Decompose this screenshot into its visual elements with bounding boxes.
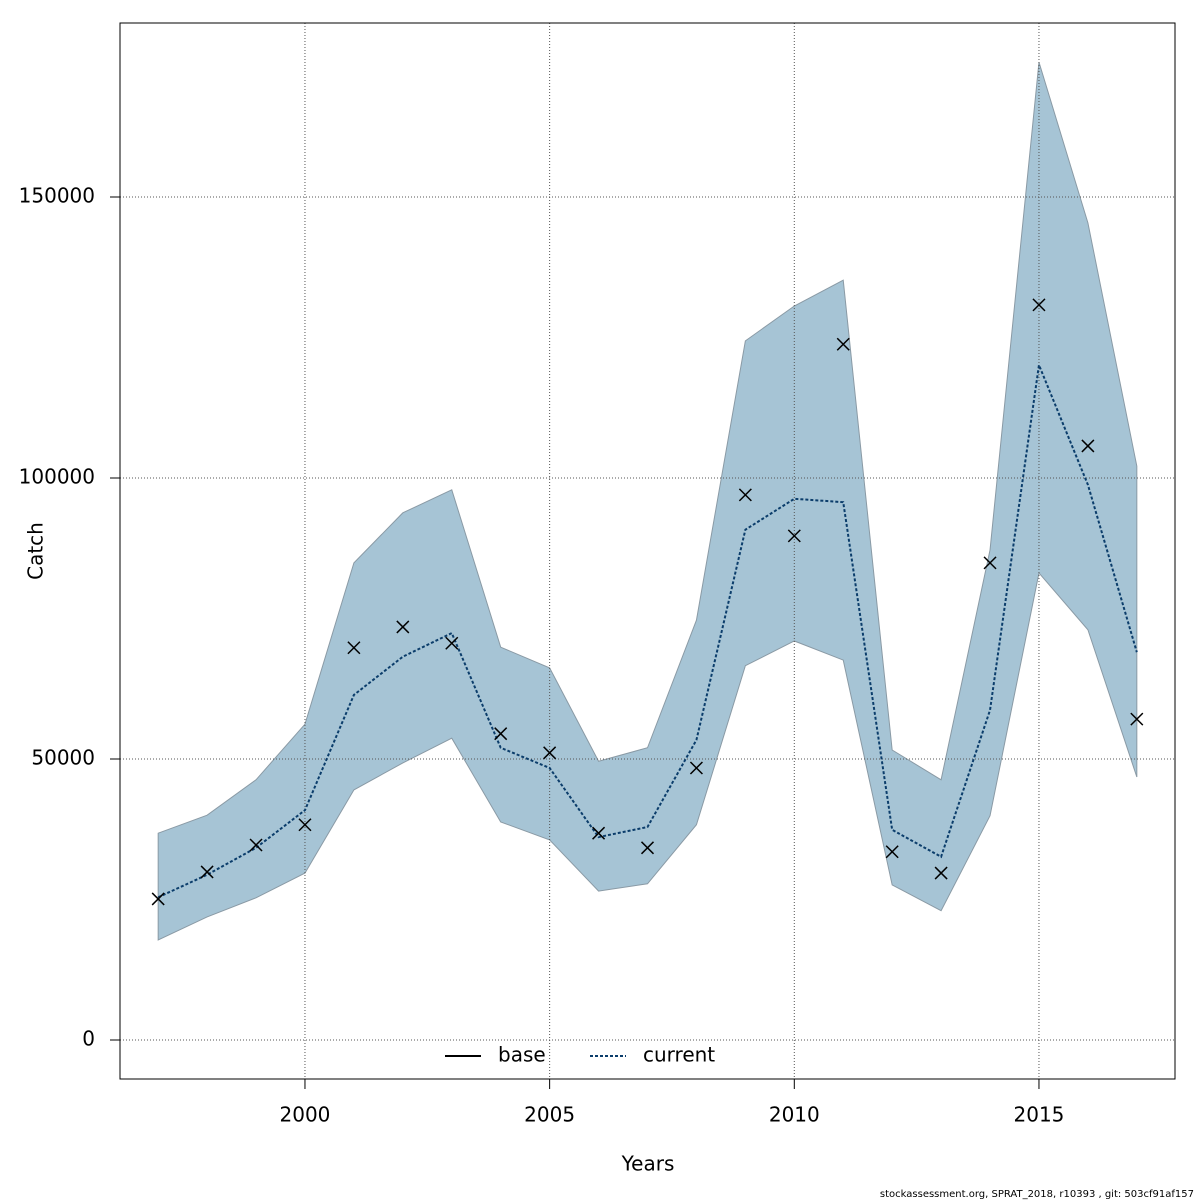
observation: [249, 838, 263, 852]
fit-line: [157, 361, 1138, 899]
x-tick-label: 2010: [769, 1103, 820, 1127]
x-axis-title: Years: [621, 1152, 675, 1176]
y-tick-label: 100000: [19, 464, 95, 488]
x-tick-label: 2005: [524, 1103, 575, 1127]
observation: [640, 841, 655, 855]
observation: [689, 761, 703, 775]
y-axis-title: Catch: [24, 522, 48, 580]
observation: [787, 529, 801, 543]
observation: [445, 636, 459, 650]
observation: [151, 892, 165, 906]
observation: [543, 746, 557, 760]
x-tick-label: 2015: [1014, 1103, 1065, 1127]
observation: [983, 556, 997, 570]
observation: [1081, 439, 1095, 453]
observation: [738, 488, 752, 502]
observation: [347, 641, 361, 655]
observation: [298, 818, 312, 832]
legend-label: current: [643, 1043, 715, 1067]
observation: [396, 620, 410, 634]
y-tick-label: 150000: [19, 183, 95, 207]
observation: [1032, 298, 1046, 312]
footer: stockassessment.org, SPRAT_2018, r10393 …: [880, 1189, 1194, 1200]
confidence-band: [157, 61, 1138, 941]
y-tick-label: 50000: [31, 745, 95, 769]
observation: [885, 845, 899, 859]
observation: [494, 727, 508, 741]
observation: [1130, 712, 1144, 726]
legend-label: base: [498, 1043, 546, 1067]
observation: [592, 826, 606, 840]
observation: [200, 865, 214, 879]
observation: [836, 337, 850, 351]
plot-frame: [119, 22, 1176, 1080]
y-tick-label: 0: [82, 1026, 95, 1050]
x-tick-label: 2000: [280, 1103, 331, 1127]
observation: [934, 866, 948, 880]
